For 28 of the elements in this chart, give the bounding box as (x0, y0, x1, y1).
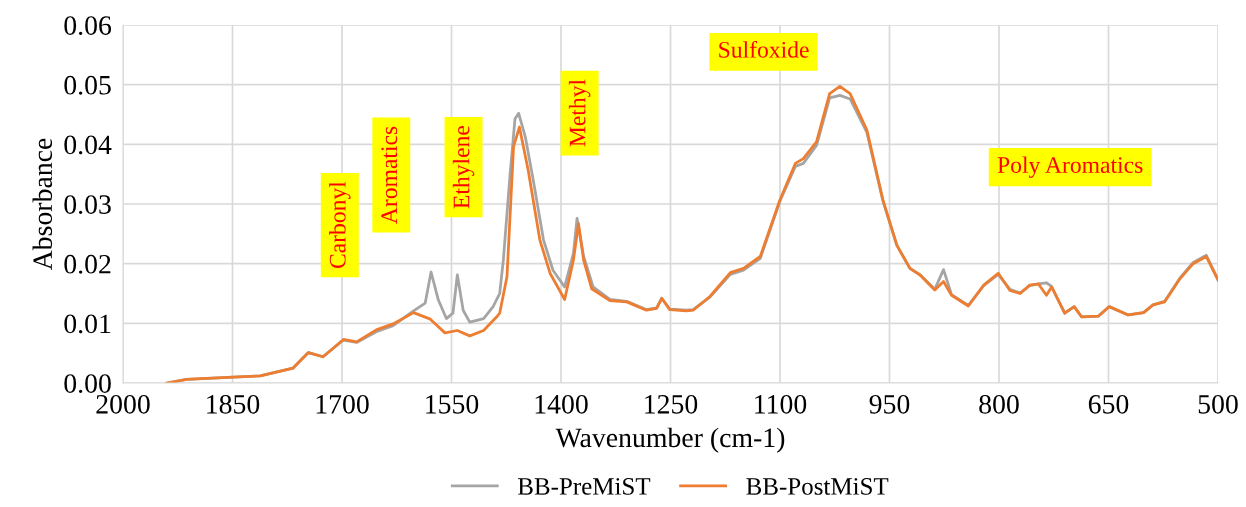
annotation: Ethylene (452, 125, 475, 209)
x-axis-title: Wavenumber (cm-1) (555, 427, 785, 453)
y-axis-title: Absorbance (32, 138, 53, 271)
x-tick-label: 1700 (316, 394, 369, 414)
y-tick-label: 0.05 (64, 75, 111, 95)
y-tick-label: 0.01 (64, 314, 111, 334)
annotation: Aromatics (381, 126, 398, 224)
y-tick-label: 0.06 (64, 16, 112, 36)
x-tick-label: 1100 (755, 394, 807, 414)
x-tick-label: 500 (1198, 394, 1238, 414)
annotation: Methyl (568, 79, 591, 147)
annotation: Poly Aromatics (997, 156, 1143, 178)
x-tick-label: 1550 (426, 394, 479, 414)
x-tick-label: 1850 (207, 394, 260, 414)
legend-label: BB-PostMiST (746, 478, 889, 495)
x-tick-label: 650 (1088, 394, 1129, 414)
annotation: Sulfoxide (719, 40, 809, 58)
annotation: Carbonyl (329, 181, 351, 269)
x-tick-label: 1400 (535, 394, 588, 414)
y-tick-label: 0.04 (64, 135, 112, 155)
legend-label: BB-PreMiST (517, 478, 651, 495)
y-tick-label: 0.02 (64, 254, 111, 274)
y-tick-label: 0.00 (64, 374, 111, 394)
x-tick-label: 800 (979, 394, 1019, 414)
x-tick-label: 1250 (645, 394, 698, 414)
x-tick-label: 950 (869, 394, 910, 414)
x-tick-label: 2000 (96, 394, 150, 414)
y-tick-label: 0.03 (64, 195, 111, 215)
